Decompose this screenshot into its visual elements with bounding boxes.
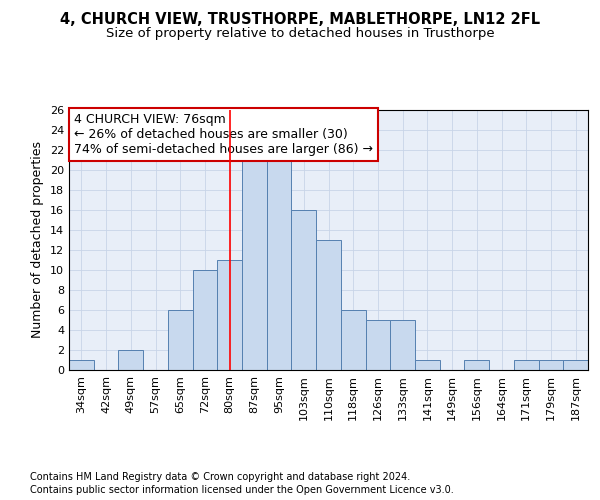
Bar <box>193 270 217 370</box>
Bar <box>292 210 316 370</box>
Bar <box>316 240 341 370</box>
Bar <box>217 260 242 370</box>
Text: 4, CHURCH VIEW, TRUSTHORPE, MABLETHORPE, LN12 2FL: 4, CHURCH VIEW, TRUSTHORPE, MABLETHORPE,… <box>60 12 540 28</box>
Bar <box>69 360 94 370</box>
Bar <box>390 320 415 370</box>
Y-axis label: Number of detached properties: Number of detached properties <box>31 142 44 338</box>
Bar <box>365 320 390 370</box>
Text: Contains public sector information licensed under the Open Government Licence v3: Contains public sector information licen… <box>30 485 454 495</box>
Bar <box>514 360 539 370</box>
Text: 4 CHURCH VIEW: 76sqm
← 26% of detached houses are smaller (30)
74% of semi-detac: 4 CHURCH VIEW: 76sqm ← 26% of detached h… <box>74 112 373 156</box>
Bar <box>464 360 489 370</box>
Bar <box>539 360 563 370</box>
Bar <box>118 350 143 370</box>
Bar <box>267 160 292 370</box>
Bar <box>168 310 193 370</box>
Bar <box>563 360 588 370</box>
Bar <box>341 310 365 370</box>
Text: Contains HM Land Registry data © Crown copyright and database right 2024.: Contains HM Land Registry data © Crown c… <box>30 472 410 482</box>
Text: Size of property relative to detached houses in Trusthorpe: Size of property relative to detached ho… <box>106 28 494 40</box>
Bar <box>415 360 440 370</box>
Bar <box>242 160 267 370</box>
